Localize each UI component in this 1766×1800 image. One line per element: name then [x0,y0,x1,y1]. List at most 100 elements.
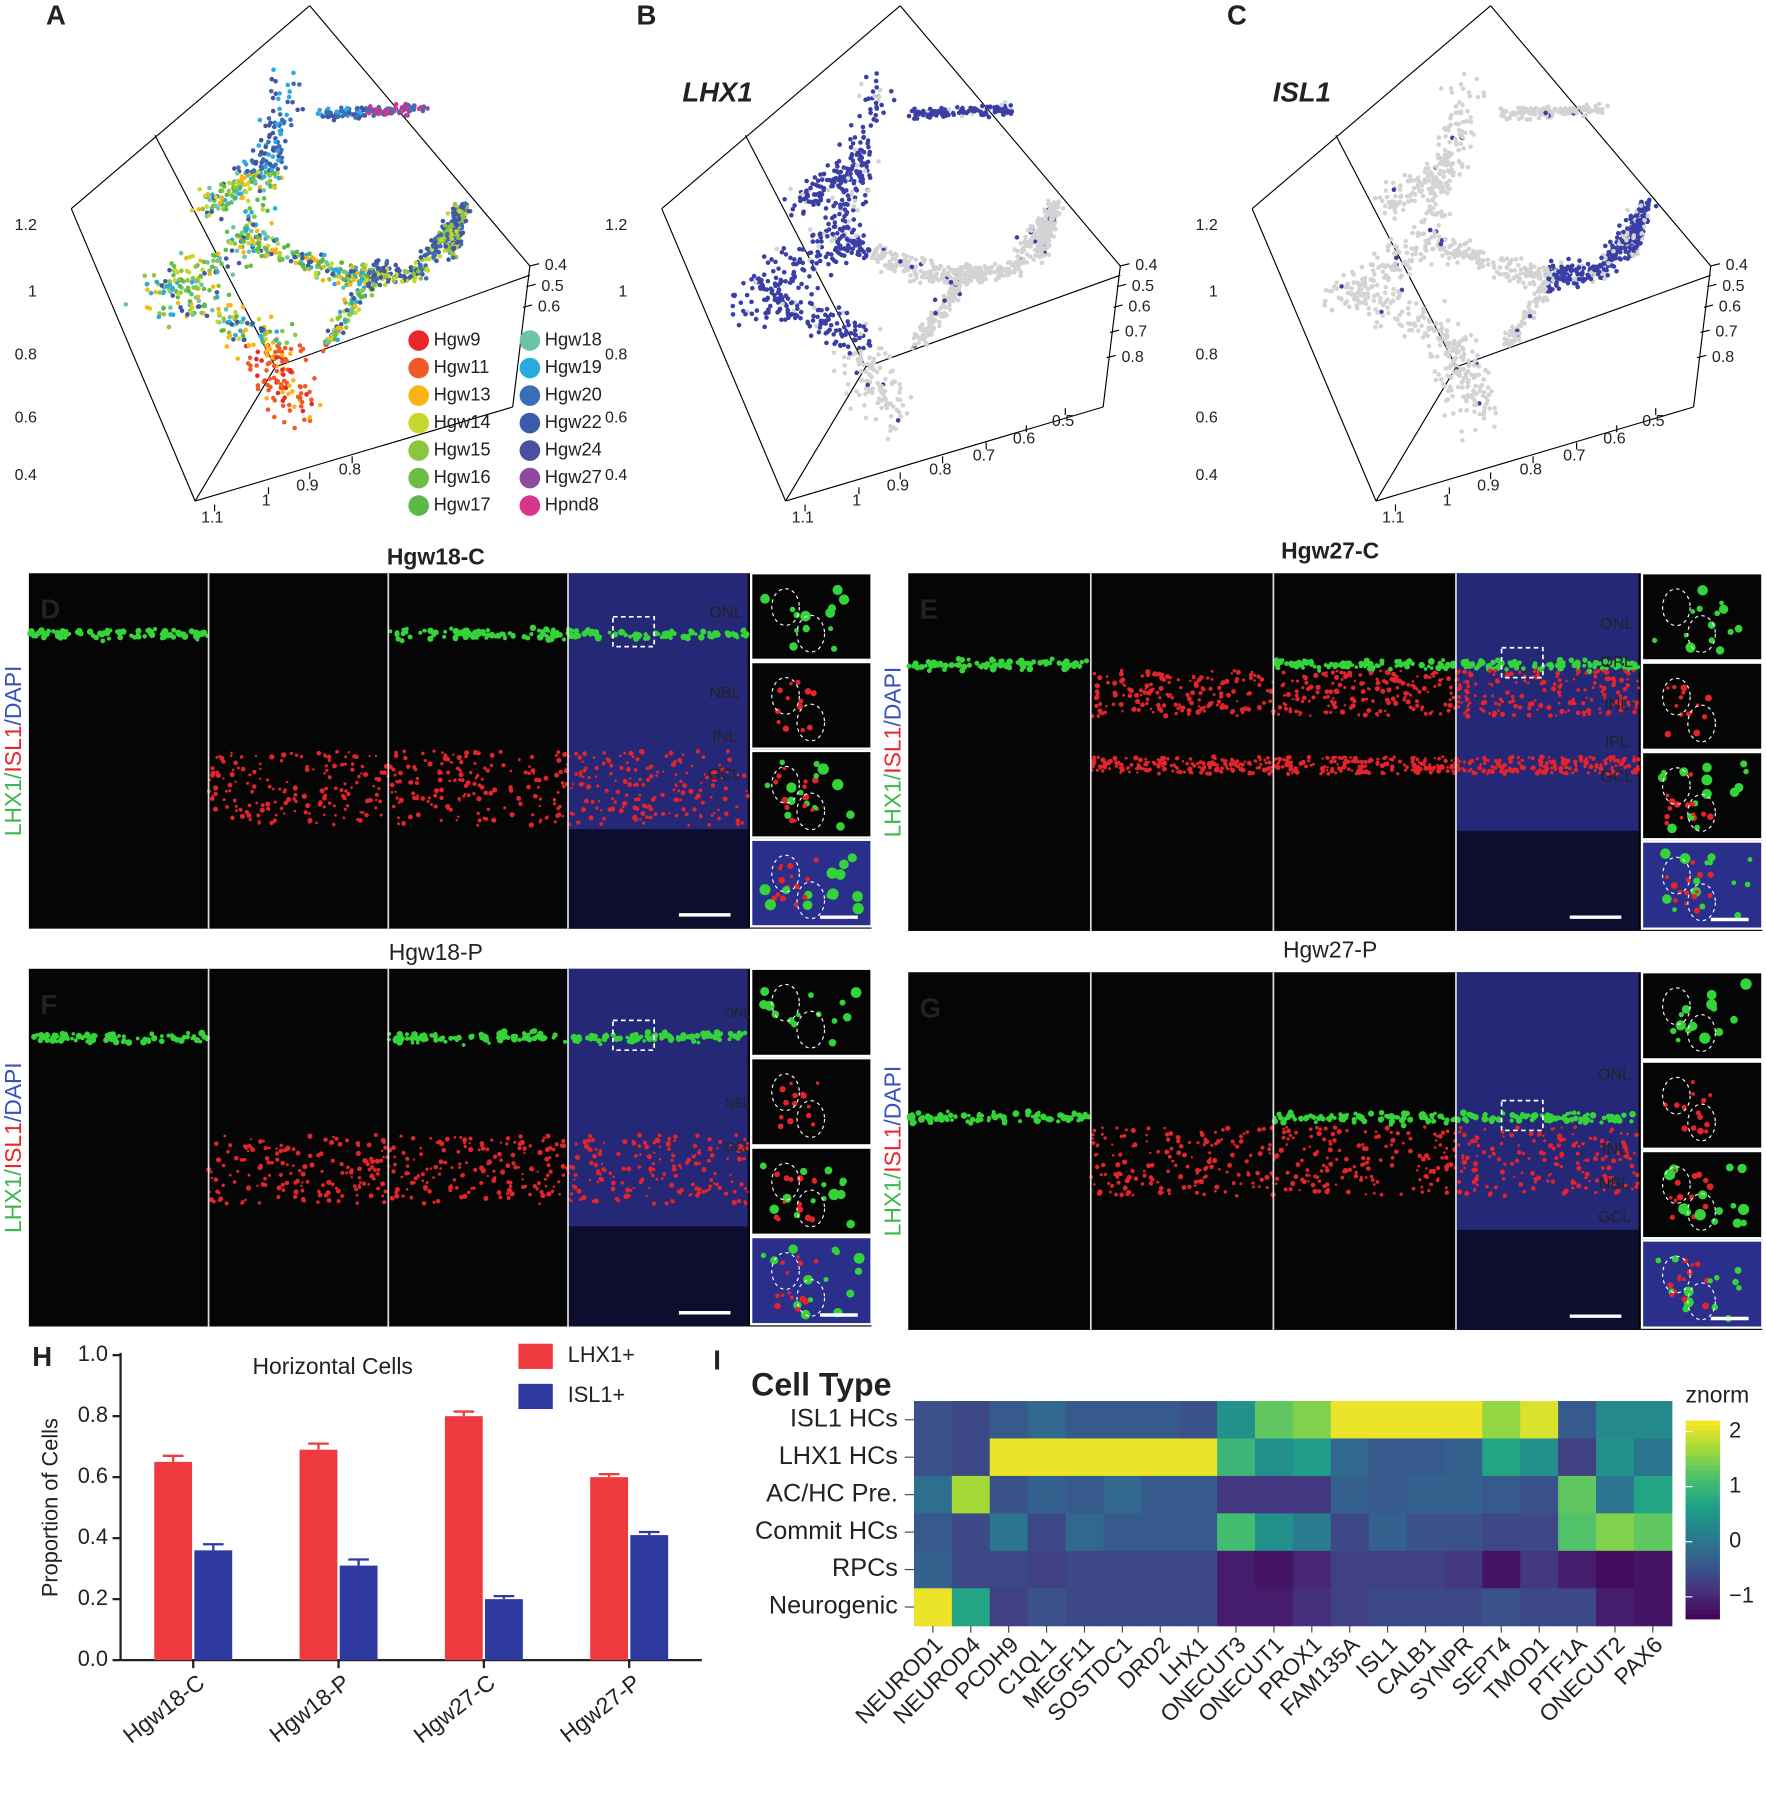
cell-point [1596,101,1602,107]
cell-point [1436,135,1442,140]
cell-point [313,274,319,279]
cell-point [1500,108,1506,113]
x-tick-label: 1.1 [1382,508,1404,526]
cell-point [446,257,451,262]
cell-point [1543,110,1548,116]
cell-point [924,326,930,331]
cell-point [226,292,232,298]
red-signal [446,806,451,811]
cell-point [845,238,851,243]
cell-point [228,240,233,246]
cell-point [983,276,989,282]
cell-point [1427,204,1433,209]
cell-point [257,117,263,123]
axis-box-edge [785,366,867,502]
green-signal [521,634,528,640]
red-signal [234,780,237,784]
cell-point [1510,110,1516,116]
cell-point [810,239,816,244]
red-signal [374,792,379,797]
cell-point [366,110,372,116]
cell-point [367,269,373,275]
cell-point [1421,255,1427,260]
cell-point [215,258,220,264]
red-signal [484,817,489,821]
green-signal [86,628,94,635]
cell-point [1499,256,1504,261]
cell-point [302,266,308,272]
cell-point [250,148,256,153]
cell-point [992,107,998,113]
red-signal [448,779,452,783]
cell-point [1473,338,1479,343]
cell-point [1445,183,1451,189]
red-signal [587,775,591,780]
cell-point [1635,218,1640,224]
cell-point [1360,293,1366,298]
red-signal [238,807,243,812]
red-signal [498,749,503,754]
cell-point [1028,254,1033,260]
cell-point [254,363,259,368]
cell-point [911,278,917,283]
cell-point [1576,105,1582,110]
cell-point [857,113,862,119]
red-signal [254,754,258,757]
legend-marker [519,412,541,434]
cell-point [1481,416,1487,421]
cell-point [779,317,784,323]
cell-point [317,107,322,113]
red-signal [703,773,707,776]
cell-point [1427,319,1432,325]
cell-point [887,259,893,264]
cell-point [750,285,755,291]
cell-point [259,166,265,171]
cell-point [207,271,213,277]
axis-box-edge [899,5,1121,267]
red-signal [222,777,225,780]
cell-point [1618,250,1623,255]
cell-point [934,271,939,276]
red-signal [347,751,351,754]
cell-point [292,254,297,260]
green-signal [656,632,661,637]
red-signal [334,814,337,817]
cell-point [1377,195,1383,200]
cell-point [336,280,341,286]
cell-point [964,279,970,284]
cell-point [866,144,871,150]
cell-point [402,275,408,281]
green-signal [159,635,165,641]
cell-point [931,325,937,331]
cell-point [1407,300,1412,305]
cell-point [267,161,273,167]
green-signal [481,629,486,635]
cell-point [1469,393,1475,398]
cell-point [1355,298,1361,303]
cell-point [785,309,791,315]
cell-point [1373,324,1378,330]
red-signal [717,808,720,812]
cell-point [255,246,260,252]
cell-point [805,193,811,199]
red-signal [357,818,363,823]
cell-point [259,358,264,363]
cell-point [287,89,292,94]
red-signal [485,768,491,773]
cell-point [826,198,831,204]
cell-point [837,327,842,333]
cell-point [1436,142,1442,147]
red-signal [394,790,397,793]
cell-point [144,281,150,287]
cell-point [854,152,860,158]
cell-point [783,279,788,284]
cell-point [786,315,791,320]
cell-point [280,367,285,373]
cell-point [765,307,771,313]
cell-point [1583,112,1588,118]
cell-point [1452,356,1458,361]
cell-point [855,252,860,257]
green-signal [170,634,177,640]
red-signal [252,769,257,775]
cell-point [1629,225,1634,231]
